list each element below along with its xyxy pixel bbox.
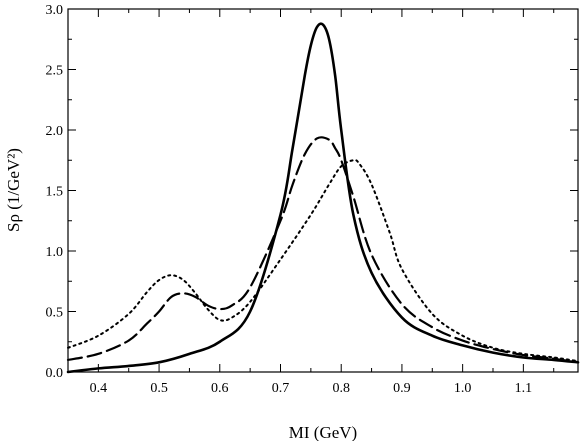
y-tick-label: 1.5	[46, 185, 64, 200]
x-tick-label: 0.6	[211, 381, 229, 396]
series-group	[66, 22, 580, 374]
y-tick-label: 2.5	[46, 64, 64, 79]
x-tick-label: 0.4	[90, 381, 108, 396]
series-line-solid	[66, 22, 580, 374]
x-tick-label: 1.1	[515, 381, 533, 396]
y-axis-label: Sρ (1/GeV²)	[4, 148, 23, 232]
plot-frame	[67, 8, 579, 373]
x-tick-label: 0.5	[150, 381, 168, 396]
axis-ticks: 0.4 0.5 0.6 0.7 0.8 0.9 1.0 1.1 0.0 0.5 1.0 1.5 2.0 2…	[46, 3, 578, 396]
y-tick-label: 2.0	[46, 124, 64, 139]
x-axis-label: MI (GeV)	[289, 423, 357, 441]
x-tick-label: 0.9	[393, 381, 411, 396]
x-tick-label: 1.0	[454, 381, 472, 396]
y-tick-label: 0.5	[46, 306, 64, 321]
x-tick-label: 0.7	[272, 381, 290, 396]
y-tick-label: 0.0	[46, 366, 64, 381]
series-line-dashed	[66, 136, 580, 364]
series-line-dotted	[67, 159, 579, 363]
x-tick-label: 0.8	[332, 381, 350, 396]
y-tick-label: 1.0	[46, 245, 64, 260]
y-tick-label: 3.0	[46, 3, 64, 18]
